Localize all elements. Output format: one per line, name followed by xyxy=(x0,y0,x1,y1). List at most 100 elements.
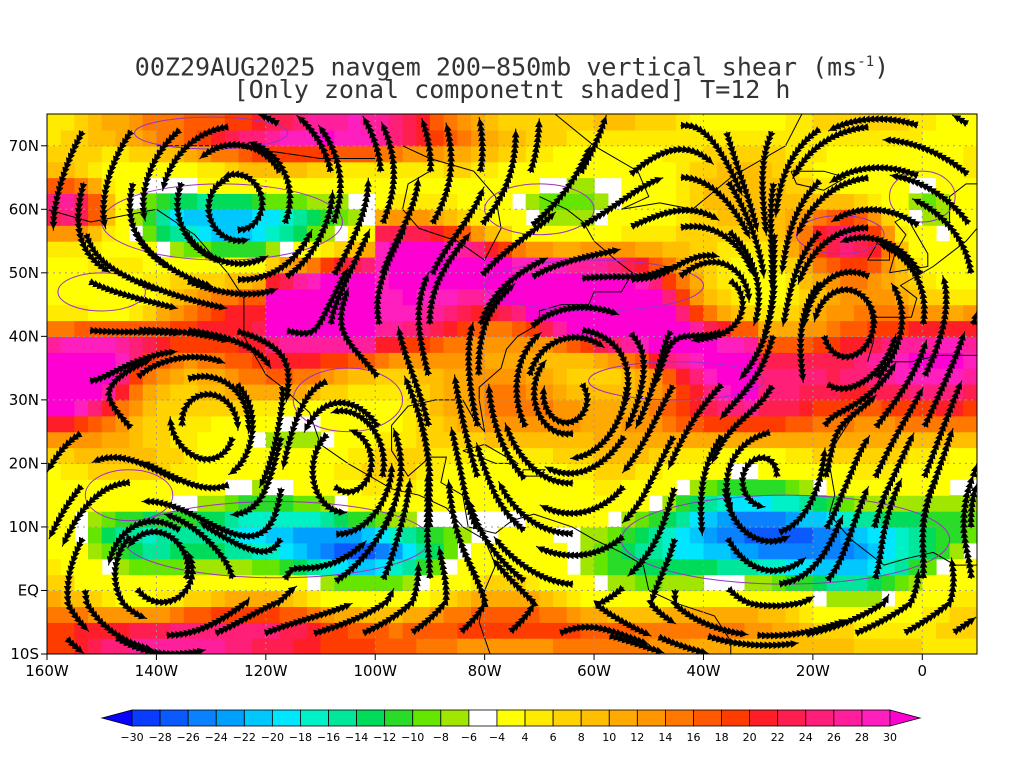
shading-cell xyxy=(142,225,157,242)
shading-cell xyxy=(580,558,595,576)
shading-cell xyxy=(443,526,458,544)
shading-cell xyxy=(621,352,636,369)
shading-cell xyxy=(129,384,144,401)
shading-cell xyxy=(949,225,964,242)
shading-cell xyxy=(758,272,773,290)
colorbar-box xyxy=(159,709,189,727)
shading-cell xyxy=(47,558,62,576)
shading-cell xyxy=(840,352,855,369)
shading-cell xyxy=(922,241,937,258)
shading-cell xyxy=(265,431,281,449)
shading-cell xyxy=(662,129,677,147)
shading-cell xyxy=(662,161,677,179)
shading-cell xyxy=(471,638,486,654)
shading-cell xyxy=(443,606,458,623)
shading-cell xyxy=(88,225,103,242)
shading-cell xyxy=(183,304,199,322)
shading-cell xyxy=(74,114,89,131)
streamline xyxy=(539,484,627,518)
shading-cell xyxy=(402,574,417,592)
shading-cell xyxy=(908,241,923,258)
shading-cell xyxy=(566,352,581,369)
shading-cell xyxy=(744,320,759,337)
shading-cell xyxy=(334,431,349,449)
shading-cell xyxy=(936,479,951,496)
shading-cell xyxy=(320,590,335,607)
shading-cell xyxy=(621,479,636,496)
shading-cell xyxy=(539,288,554,306)
shading-cell xyxy=(799,114,814,131)
shading-cell xyxy=(894,193,910,210)
colorbar-box xyxy=(271,709,301,727)
shading-cell xyxy=(47,241,62,258)
shading-cell xyxy=(211,415,226,433)
shading-cell xyxy=(347,288,363,306)
shading-cell xyxy=(293,606,308,623)
streamline xyxy=(428,186,485,276)
shading-cell xyxy=(539,606,554,623)
shading-cell xyxy=(47,638,62,654)
streamline xyxy=(64,636,85,654)
shading-cell xyxy=(306,256,322,274)
streamline xyxy=(115,634,206,654)
shading-cell xyxy=(744,336,759,353)
shading-cell xyxy=(320,574,335,592)
shading-cell xyxy=(553,129,568,147)
shading-cell xyxy=(799,447,814,464)
shading-cell xyxy=(252,368,267,385)
shading-cell xyxy=(936,304,951,322)
shading-cell xyxy=(101,638,116,654)
shading-cell xyxy=(471,352,486,369)
shading-cell xyxy=(402,241,417,258)
shading-cell xyxy=(498,352,513,369)
shading-cell xyxy=(101,241,116,258)
shading-cell xyxy=(74,447,89,464)
shading-cell xyxy=(252,590,267,607)
shading-cell xyxy=(799,368,814,385)
shading-cell xyxy=(115,336,130,353)
shading-cell xyxy=(512,542,527,560)
shading-cell xyxy=(429,542,445,560)
chart-title-line-1: 00Z29AUG2025 navgem 200−850mb vertical s… xyxy=(0,48,1024,81)
shading-cell xyxy=(553,558,568,576)
shading-cell xyxy=(306,304,322,322)
shading-cell xyxy=(156,590,171,607)
shading-cell xyxy=(771,145,787,163)
shading-cell xyxy=(894,352,910,369)
shading-cell xyxy=(922,526,937,544)
shading-cell xyxy=(156,225,171,242)
shading-cell xyxy=(594,193,609,210)
shading-cell xyxy=(812,558,828,576)
shading-cell xyxy=(47,225,62,242)
shading-cell xyxy=(758,161,773,179)
shading-cell xyxy=(252,495,267,512)
shading-cell xyxy=(922,320,937,337)
shading-cell xyxy=(826,352,841,369)
shading-cell xyxy=(74,304,89,322)
shading-cell xyxy=(74,574,89,592)
shading-cell xyxy=(402,256,417,274)
shading-cell xyxy=(881,336,896,353)
shading-cell xyxy=(963,415,977,433)
shading-cell xyxy=(662,193,677,210)
shading-cell xyxy=(156,399,171,417)
shading-cell xyxy=(197,114,212,131)
shading-cell xyxy=(197,384,212,401)
shading-cell xyxy=(936,606,951,623)
shading-cell xyxy=(607,574,622,592)
shading-cell xyxy=(689,161,705,179)
shading-cell xyxy=(347,495,363,512)
shading-cell xyxy=(88,431,103,449)
shading-cell xyxy=(347,431,363,449)
shading-cell xyxy=(443,479,458,496)
shading-cell xyxy=(771,114,787,131)
shading-cell xyxy=(758,177,773,194)
shading-cell xyxy=(183,241,199,258)
shading-cell xyxy=(689,590,705,607)
shading-cell xyxy=(853,384,869,401)
shading-cell xyxy=(347,622,363,639)
shading-cell xyxy=(429,638,445,654)
shading-cell xyxy=(566,447,581,464)
shading-cell xyxy=(484,320,499,337)
shading-cell xyxy=(730,336,746,353)
